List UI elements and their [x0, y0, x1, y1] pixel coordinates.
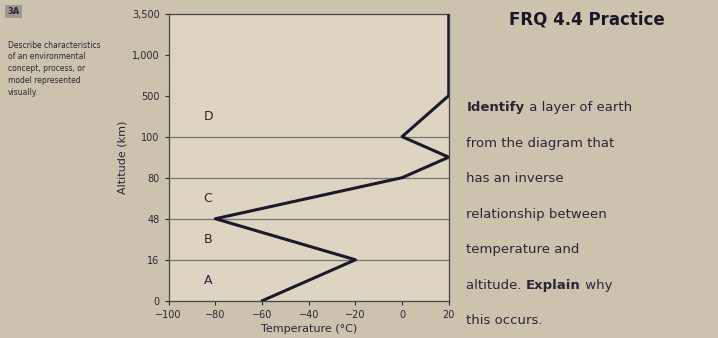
X-axis label: Temperature (°C): Temperature (°C)	[261, 324, 357, 334]
Text: why: why	[581, 279, 612, 292]
Text: this occurs.: this occurs.	[467, 314, 543, 327]
Y-axis label: Altitude (km): Altitude (km)	[118, 120, 128, 194]
Text: D: D	[204, 110, 213, 123]
Text: C: C	[204, 192, 213, 205]
Text: has an inverse: has an inverse	[467, 172, 564, 185]
Text: Describe characteristics
of an environmental
concept, process, or
model represen: Describe characteristics of an environme…	[7, 41, 101, 97]
Text: B: B	[204, 233, 213, 246]
Text: FRQ 4.4 Practice: FRQ 4.4 Practice	[509, 10, 665, 28]
Text: relationship between: relationship between	[467, 208, 607, 221]
Text: Explain: Explain	[526, 279, 581, 292]
Text: 3A: 3A	[7, 7, 20, 16]
Text: temperature and: temperature and	[467, 243, 580, 256]
Text: A: A	[204, 274, 213, 287]
Text: from the diagram that: from the diagram that	[467, 137, 615, 150]
Text: a layer of earth: a layer of earth	[525, 101, 632, 114]
Text: altitude.: altitude.	[467, 279, 526, 292]
Text: Identify: Identify	[467, 101, 525, 114]
